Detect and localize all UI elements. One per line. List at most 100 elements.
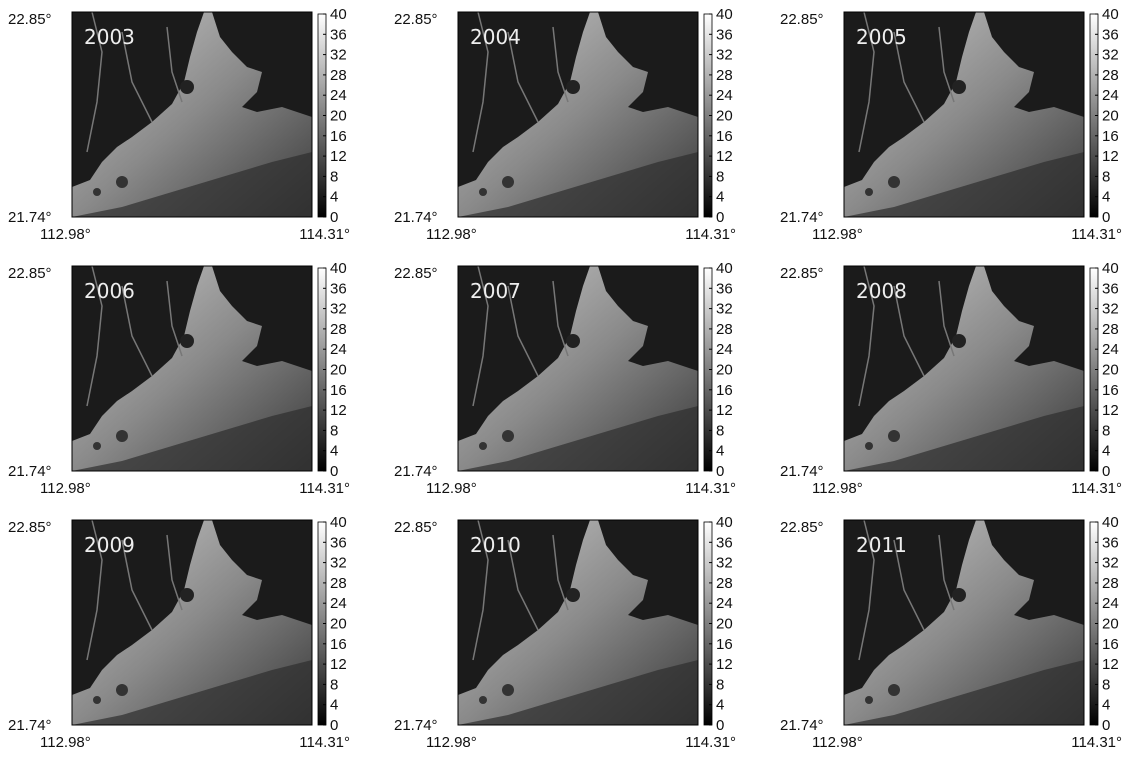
- colorbar-tick-label: 4: [330, 697, 338, 714]
- lon-left: 112.98°: [40, 480, 91, 497]
- colorbar-tick-label: 0: [716, 717, 724, 734]
- colorbar-tick-label: 20: [716, 362, 733, 379]
- colorbar-tick-label: 16: [716, 128, 733, 145]
- colorbar-tick-label: 36: [330, 26, 347, 43]
- colorbar-tick-label: 0: [1102, 717, 1110, 734]
- lat-top: 22.85°: [8, 519, 52, 536]
- lat-bottom: 21.74°: [394, 463, 438, 480]
- lat-top: 22.85°: [394, 519, 438, 536]
- colorbar-tick-label: 32: [330, 47, 347, 64]
- lon-right: 114.31°: [685, 734, 736, 751]
- colorbar-tick-label: 0: [1102, 209, 1110, 226]
- year-label: 2007: [470, 279, 521, 303]
- colorbar-tick-label: 20: [1102, 362, 1119, 379]
- colorbar-tick-label: 20: [330, 108, 347, 125]
- colorbar-tick-label: 32: [1102, 47, 1119, 64]
- colorbar-tick-label: 28: [330, 575, 347, 592]
- colorbar-tick-label: 4: [1102, 443, 1110, 460]
- colorbar-tick-label: 40: [330, 6, 347, 23]
- colorbar-tick-label: 0: [330, 717, 338, 734]
- lat-bottom: 21.74°: [394, 717, 438, 734]
- colorbar-tick-label: 28: [716, 67, 733, 84]
- year-label: 2011: [856, 533, 907, 557]
- lon-left: 112.98°: [40, 734, 91, 751]
- colorbar-tick-label: 24: [330, 595, 347, 612]
- colorbar-tick-label: 4: [1102, 697, 1110, 714]
- panel: 200422.85°21.74°112.98°114.31°0481216202…: [394, 6, 736, 243]
- colorbar-tick-label: 36: [716, 280, 733, 297]
- colorbar-tick-label: 32: [330, 301, 347, 318]
- colorbar-tick-label: 32: [1102, 301, 1119, 318]
- lon-left: 112.98°: [40, 226, 91, 243]
- colorbar-tick-label: 40: [1102, 6, 1119, 23]
- year-label: 2003: [84, 25, 135, 49]
- lon-left: 112.98°: [426, 480, 477, 497]
- colorbar-tick-label: 8: [1102, 168, 1110, 185]
- colorbar-tick-label: 8: [1102, 422, 1110, 439]
- colorbar-tick-label: 24: [1102, 87, 1119, 104]
- colorbar-tick-label: 8: [716, 676, 724, 693]
- colorbar-tick-label: 12: [716, 148, 733, 165]
- lon-left: 112.98°: [426, 226, 477, 243]
- colorbar-tick-label: 28: [716, 321, 733, 338]
- colorbar-tick-label: 24: [716, 87, 733, 104]
- colorbar-tick-label: 36: [1102, 534, 1119, 551]
- lat-top: 22.85°: [8, 11, 52, 28]
- lon-right: 114.31°: [299, 226, 350, 243]
- panel: 200622.85°21.74°112.98°114.31°0481216202…: [8, 260, 350, 497]
- colorbar-tick-label: 40: [716, 514, 733, 531]
- colorbar-tick-label: 36: [330, 280, 347, 297]
- lon-left: 112.98°: [812, 734, 863, 751]
- colorbar-tick-label: 8: [330, 422, 338, 439]
- panel: 200522.85°21.74°112.98°114.31°0481216202…: [780, 6, 1122, 243]
- colorbar-tick-label: 16: [330, 382, 347, 399]
- lon-right: 114.31°: [1071, 226, 1122, 243]
- colorbar-tick-label: 28: [716, 575, 733, 592]
- colorbar-tick-label: 8: [330, 168, 338, 185]
- colorbar-tick-label: 12: [330, 656, 347, 673]
- lat-bottom: 21.74°: [8, 463, 52, 480]
- colorbar-tick-label: 32: [716, 555, 733, 572]
- colorbar-tick-label: 40: [1102, 260, 1119, 277]
- colorbar-tick-label: 20: [1102, 108, 1119, 125]
- year-label: 2008: [856, 279, 907, 303]
- colorbar-tick-label: 16: [716, 636, 733, 653]
- colorbar-tick-label: 40: [716, 6, 733, 23]
- lon-left: 112.98°: [426, 734, 477, 751]
- colorbar-tick-label: 32: [330, 555, 347, 572]
- colorbar-tick-label: 8: [330, 676, 338, 693]
- colorbar-tick-label: 12: [716, 656, 733, 673]
- lat-bottom: 21.74°: [780, 209, 824, 226]
- panel: 200322.85°21.74°112.98°114.31°0481216202…: [8, 6, 350, 243]
- colorbar-tick-label: 0: [1102, 463, 1110, 480]
- lon-right: 114.31°: [1071, 734, 1122, 751]
- colorbar-tick-label: 24: [330, 87, 347, 104]
- colorbar-tick-label: 28: [330, 321, 347, 338]
- colorbar-tick-label: 28: [1102, 575, 1119, 592]
- colorbar-tick-label: 8: [716, 168, 724, 185]
- year-label: 2006: [84, 279, 135, 303]
- year-label: 2004: [470, 25, 521, 49]
- colorbar-tick-label: 4: [330, 443, 338, 460]
- colorbar-tick-label: 8: [1102, 676, 1110, 693]
- lon-right: 114.31°: [299, 480, 350, 497]
- colorbar-tick-label: 12: [716, 402, 733, 419]
- colorbar-tick-label: 12: [1102, 402, 1119, 419]
- lat-bottom: 21.74°: [394, 209, 438, 226]
- lat-bottom: 21.74°: [780, 463, 824, 480]
- colorbar-tick-label: 36: [330, 534, 347, 551]
- colorbar-tick-label: 4: [716, 189, 724, 206]
- figure: 200322.85°21.74°112.98°114.31°0481216202…: [0, 0, 1139, 758]
- lon-right: 114.31°: [685, 480, 736, 497]
- colorbar-tick-label: 20: [330, 362, 347, 379]
- colorbar-tick-label: 24: [716, 595, 733, 612]
- colorbar-tick-label: 40: [330, 260, 347, 277]
- colorbar-tick-label: 20: [1102, 616, 1119, 633]
- colorbar-tick-label: 32: [716, 47, 733, 64]
- colorbar-tick-label: 20: [716, 616, 733, 633]
- colorbar-tick-label: 4: [330, 189, 338, 206]
- lon-left: 112.98°: [812, 226, 863, 243]
- colorbar-tick-label: 24: [716, 341, 733, 358]
- lat-top: 22.85°: [780, 265, 824, 282]
- colorbar-tick-label: 0: [330, 463, 338, 480]
